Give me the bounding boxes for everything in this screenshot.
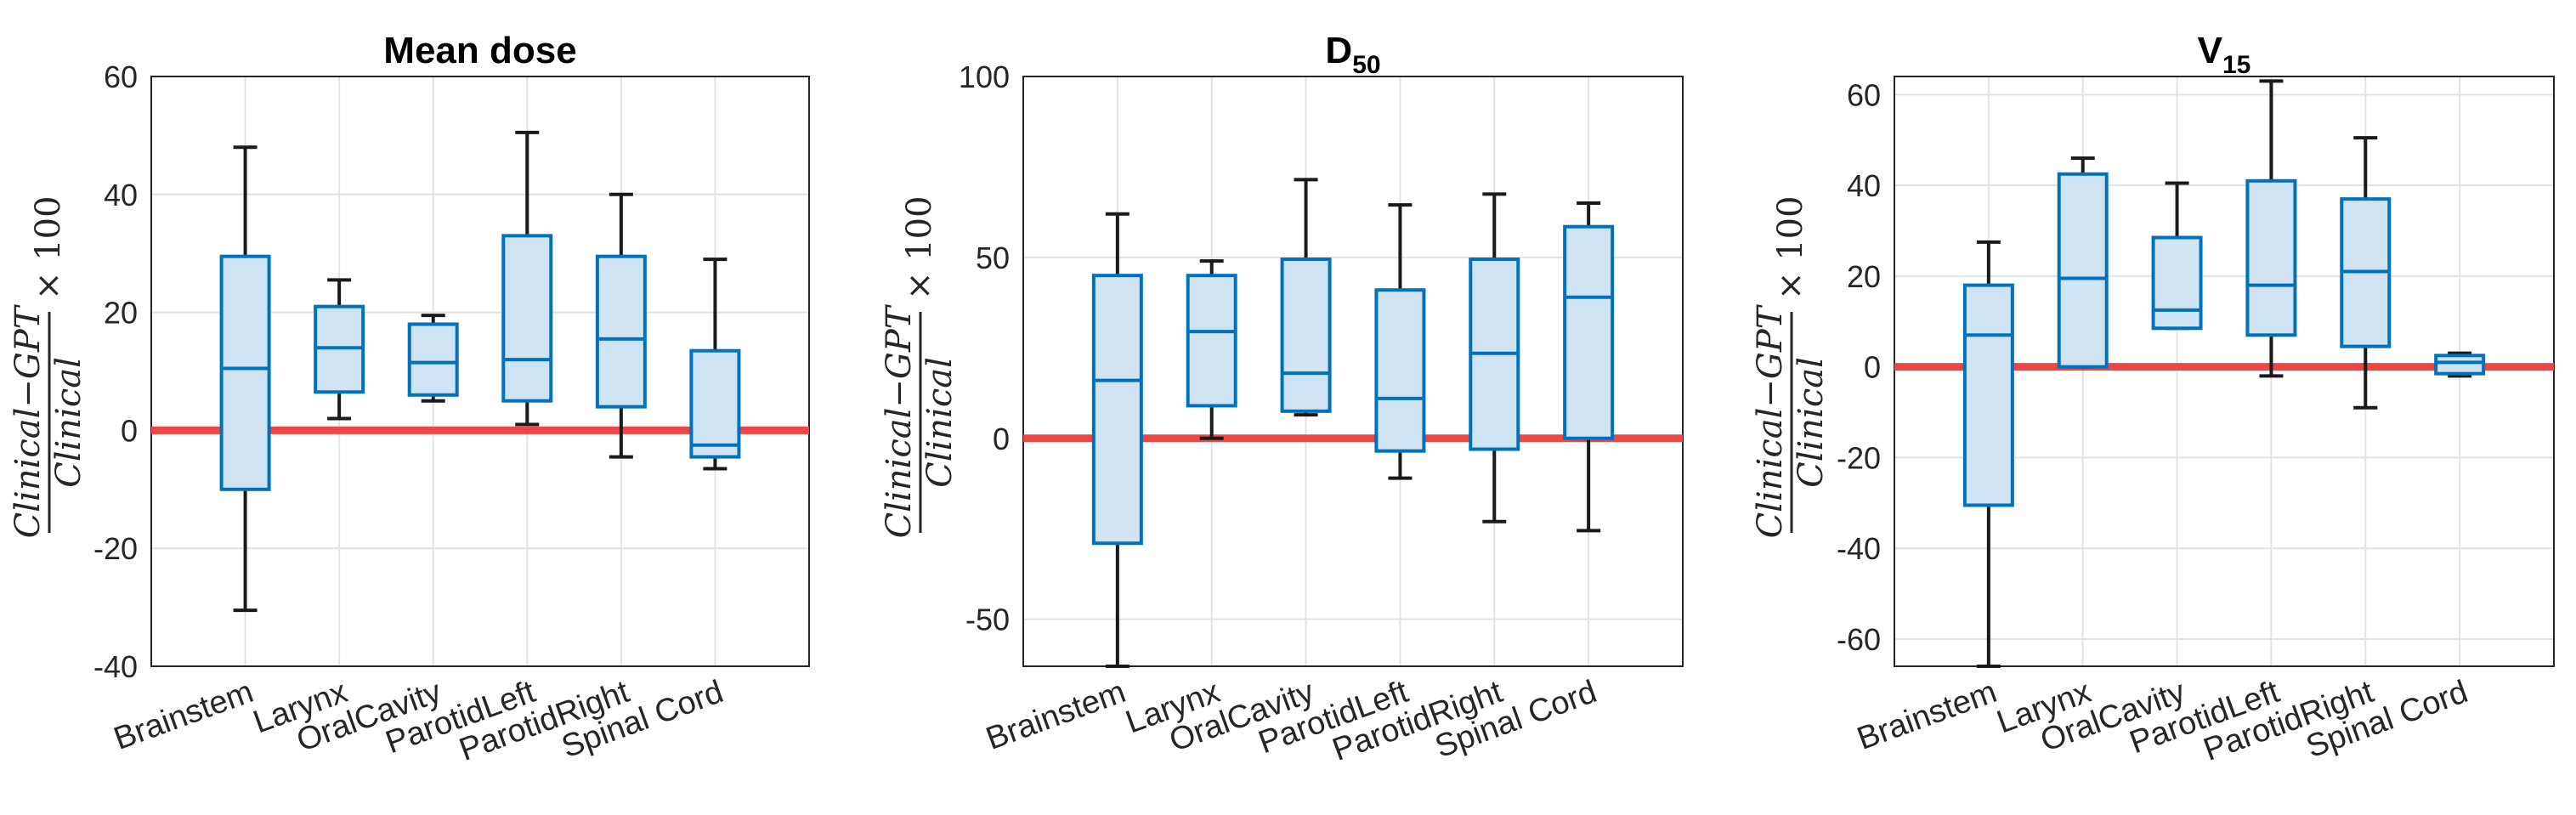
box-parotidleft xyxy=(501,130,553,427)
y-tick-label: 0 xyxy=(993,422,1010,456)
iqr-box xyxy=(2245,178,2297,337)
y-tick-label: 40 xyxy=(1847,168,1881,203)
box-spinal-cord xyxy=(689,258,741,471)
panel-v15: -60-40-200204060BrainstemLarynxOralCavit… xyxy=(1751,30,2555,768)
iqr-box xyxy=(595,254,647,409)
y-tick-label: 0 xyxy=(1864,350,1881,385)
y-tick-label: 50 xyxy=(976,241,1010,275)
chart-title-main: D xyxy=(1325,30,1352,71)
box-brainstem xyxy=(1962,240,2014,668)
box-parotidright xyxy=(595,192,647,459)
chart-title-subscript: 15 xyxy=(2222,51,2250,79)
iqr-box xyxy=(1563,224,1615,440)
box-larynx xyxy=(2057,156,2109,369)
y-tick-label: -60 xyxy=(1837,622,1881,657)
category-label: Brainstem xyxy=(1853,674,2001,757)
box-oralcavity xyxy=(2151,181,2203,331)
chart-title-main: V xyxy=(2198,30,2223,71)
y-axis-label: Clinical−GPT Clinical × 100 xyxy=(8,195,88,538)
axes-frame xyxy=(150,76,810,667)
axes-frame xyxy=(1022,76,1684,667)
box-oralcavity xyxy=(407,314,459,403)
y-tick-label: -50 xyxy=(965,603,1010,637)
box-spinal-cord xyxy=(1563,201,1615,533)
box-parotidright xyxy=(2340,136,2392,410)
y-tick-label: 0 xyxy=(121,413,138,448)
box-larynx xyxy=(1186,259,1237,440)
chart-title: V15 xyxy=(2198,30,2251,79)
y-label-numerator: Clinical−GPT xyxy=(1751,303,1790,538)
y-tick-label: 20 xyxy=(104,296,138,331)
y-tick-label: 60 xyxy=(104,59,138,94)
y-tick-label: -20 xyxy=(93,531,138,566)
chart-title: D50 xyxy=(1325,30,1380,79)
y-label-denominator: Clinical xyxy=(1792,357,1831,488)
iqr-box xyxy=(1186,274,1237,408)
y-tick-label: 40 xyxy=(104,178,138,212)
y-tick-label: 20 xyxy=(1847,259,1881,294)
y-tick-label: 100 xyxy=(959,59,1010,94)
category-label: Brainstem xyxy=(982,674,1130,757)
box-spinal-cord xyxy=(2434,351,2486,378)
iqr-box xyxy=(219,254,271,491)
box-parotidleft xyxy=(2245,79,2297,378)
chart-title: Mean dose xyxy=(383,30,576,71)
box-brainstem xyxy=(1091,212,1143,668)
chart-title-main: Mean dose xyxy=(383,30,576,71)
y-axis-label: Clinical−GPT Clinical × 100 xyxy=(1751,195,1831,538)
y-label-numerator: Clinical−GPT xyxy=(880,303,919,538)
y-axis-label: Clinical−GPT Clinical × 100 xyxy=(880,195,960,538)
iqr-box xyxy=(2057,172,2109,369)
y-tick-label: -40 xyxy=(93,649,138,684)
iqr-box xyxy=(501,234,553,403)
category-label: Brainstem xyxy=(110,674,258,757)
y-label-denominator: Clinical xyxy=(920,357,960,488)
iqr-box xyxy=(1280,258,1332,413)
y-label-multiplier: × 100 xyxy=(1771,195,1810,300)
iqr-box xyxy=(1091,274,1143,546)
y-label-denominator: Clinical xyxy=(49,357,88,488)
iqr-box xyxy=(689,348,741,459)
y-label-multiplier: × 100 xyxy=(29,195,68,300)
y-tick-label: -40 xyxy=(1837,531,1881,566)
iqr-box xyxy=(2434,354,2486,376)
box-parotidright xyxy=(1469,192,1520,524)
iqr-box xyxy=(2151,235,2203,331)
y-tick-label: -20 xyxy=(1837,440,1881,475)
box-larynx xyxy=(314,278,365,421)
iqr-box xyxy=(1962,283,2014,507)
panel-d50: -50050100BrainstemLarynxOralCavityParoti… xyxy=(880,30,1684,768)
box-oralcavity xyxy=(1280,178,1332,417)
box-parotidleft xyxy=(1374,203,1426,480)
y-tick-label: 60 xyxy=(1847,77,1881,112)
iqr-box xyxy=(407,322,459,397)
y-label-multiplier: × 100 xyxy=(900,195,939,300)
box-brainstem xyxy=(219,145,271,613)
panel-mean-dose: -40-200204060BrainstemLarynxOralCavityPa… xyxy=(8,30,810,768)
chart-title-subscript: 50 xyxy=(1352,51,1380,79)
iqr-box xyxy=(1374,288,1426,453)
axes-frame xyxy=(1894,76,2555,667)
y-label-numerator: Clinical−GPT xyxy=(8,303,48,538)
